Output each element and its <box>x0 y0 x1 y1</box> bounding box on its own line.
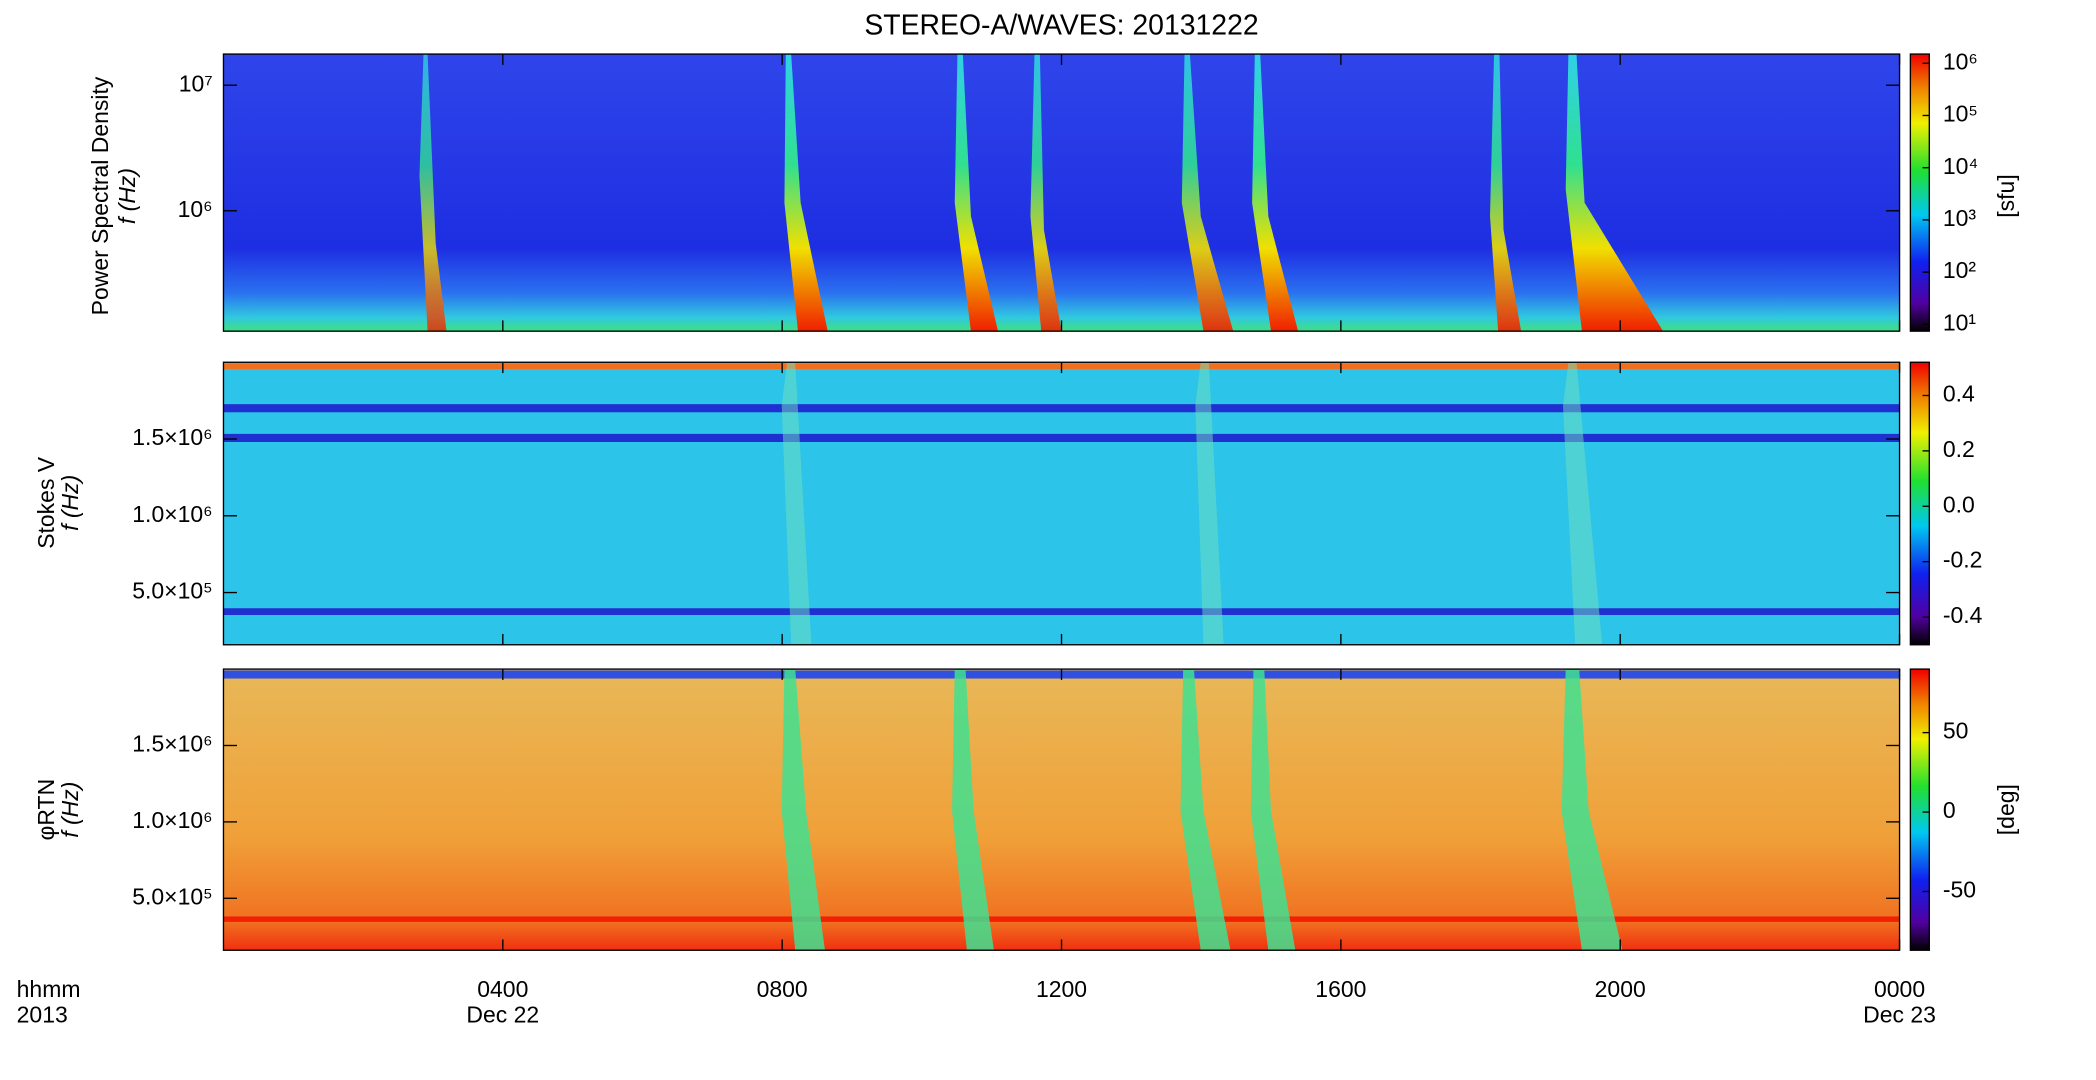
colorbar-tick-label: 0 <box>1943 797 1956 823</box>
x-tick-label: 0800 <box>757 976 808 1002</box>
x-tick-label: 0400 <box>477 976 528 1002</box>
x-tick-label: 1600 <box>1315 976 1366 1002</box>
colorbar-label: [deg] <box>1993 784 2019 835</box>
burst <box>1250 669 1296 951</box>
stokes-band <box>223 608 1900 616</box>
burst <box>1030 54 1062 332</box>
x-date-label: Dec 22 <box>466 1002 539 1028</box>
colorbar <box>1909 53 1930 332</box>
burst <box>781 362 812 645</box>
phi-background <box>223 669 1900 951</box>
phi-band <box>223 916 1900 922</box>
y-axis-label: f (Hz) <box>57 475 83 531</box>
y-tick-label: 1.5×10⁶ <box>132 731 212 757</box>
y-axis-label: Power Spectral Density <box>87 76 113 315</box>
burst <box>1562 362 1603 645</box>
colorbar-tick-label: 10⁴ <box>1943 153 1978 179</box>
burst <box>1181 54 1234 332</box>
colorbar-tick-label: 10¹ <box>1943 309 1977 335</box>
x-axis-label: hhmm <box>17 976 81 1002</box>
x-date-label: Dec 23 <box>1863 1002 1936 1028</box>
y-axis-label: Stokes V <box>33 456 59 549</box>
y-axis-label: φRTN <box>33 779 59 841</box>
x-tick-label: 1200 <box>1036 976 1087 1002</box>
burst <box>1180 669 1231 951</box>
y-tick-label: 5.0×10⁵ <box>132 578 212 604</box>
burst <box>784 54 828 332</box>
y-tick-label: 5.0×10⁵ <box>132 883 212 909</box>
colorbar-tick-label: -50 <box>1943 877 1976 903</box>
y-tick-label: 1.0×10⁶ <box>132 807 212 833</box>
burst <box>781 669 825 951</box>
colorbar-tick-label: 10⁵ <box>1943 101 1978 127</box>
burst <box>952 669 994 951</box>
psd-background <box>223 54 1900 332</box>
y-tick-label: 1.0×10⁶ <box>132 501 212 527</box>
y-tick-label: 10⁷ <box>179 70 213 96</box>
chart-title: STEREO-A/WAVES: 20131222 <box>864 10 1258 42</box>
burst <box>1565 54 1664 332</box>
stokes-band <box>223 404 1900 413</box>
bursts <box>419 54 1664 951</box>
colorbar-tick-label: 0.0 <box>1943 491 1975 517</box>
y-axis-label: f (Hz) <box>114 168 140 224</box>
colorbar-tick-label: 0.4 <box>1943 381 1975 407</box>
colorbar-tick-label: 10⁶ <box>1943 48 1978 74</box>
colorbar-tick-label: 10² <box>1943 257 1977 283</box>
x-axis-label: 2013 <box>17 1002 68 1028</box>
burst <box>1252 54 1299 332</box>
colorbar-tick-label: -0.4 <box>1943 602 1983 628</box>
burst <box>1195 362 1224 645</box>
burst <box>419 54 447 332</box>
colorbar-label: [sfu] <box>1993 174 2019 217</box>
x-tick-label: 0000 <box>1874 976 1925 1002</box>
y-axis-label: f (Hz) <box>57 782 83 838</box>
colorbar <box>1909 668 1930 951</box>
y-tick-label: 10⁶ <box>178 196 213 222</box>
burst <box>1490 54 1522 332</box>
colorbar <box>1909 361 1930 646</box>
colorbar-tick-label: 10³ <box>1943 205 1977 231</box>
y-tick-label: 1.5×10⁶ <box>132 424 212 450</box>
burst <box>954 54 998 332</box>
colorbar-tick-label: 50 <box>1943 718 1969 744</box>
colorbar-tick-label: -0.2 <box>1943 547 1983 573</box>
burst <box>1561 669 1623 951</box>
colorbar-tick-label: 0.2 <box>1943 436 1975 462</box>
x-tick-label: 2000 <box>1595 976 1646 1002</box>
panel-backgrounds <box>223 54 1900 951</box>
stokes-band <box>223 433 1900 443</box>
